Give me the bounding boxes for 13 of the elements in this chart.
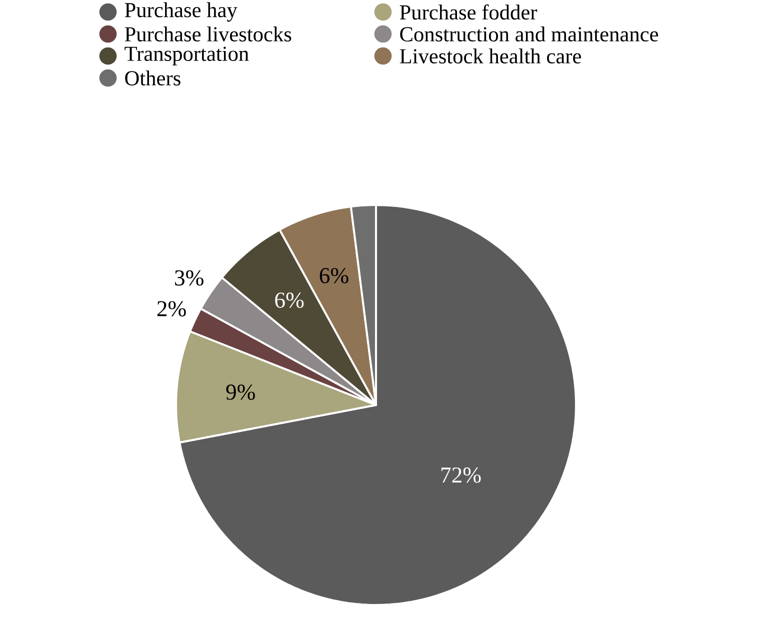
legend-label: Transportation xyxy=(124,46,249,66)
legend-label: Construction and maintenance xyxy=(400,26,658,42)
legend-label: Others xyxy=(125,70,180,86)
data-label: 2% xyxy=(157,301,186,316)
legend-label: Livestock health care xyxy=(400,48,581,64)
data-label: 9% xyxy=(226,384,255,400)
legend-label: Purchase livestocks xyxy=(124,26,292,42)
legend-label: Purchase fodder xyxy=(400,4,538,20)
data-label: 3% xyxy=(175,270,204,286)
data-label: 6% xyxy=(275,292,304,308)
data-label: 72% xyxy=(441,467,481,483)
legend-label: Purchase hay xyxy=(124,2,238,22)
data-label: 6% xyxy=(320,268,348,284)
